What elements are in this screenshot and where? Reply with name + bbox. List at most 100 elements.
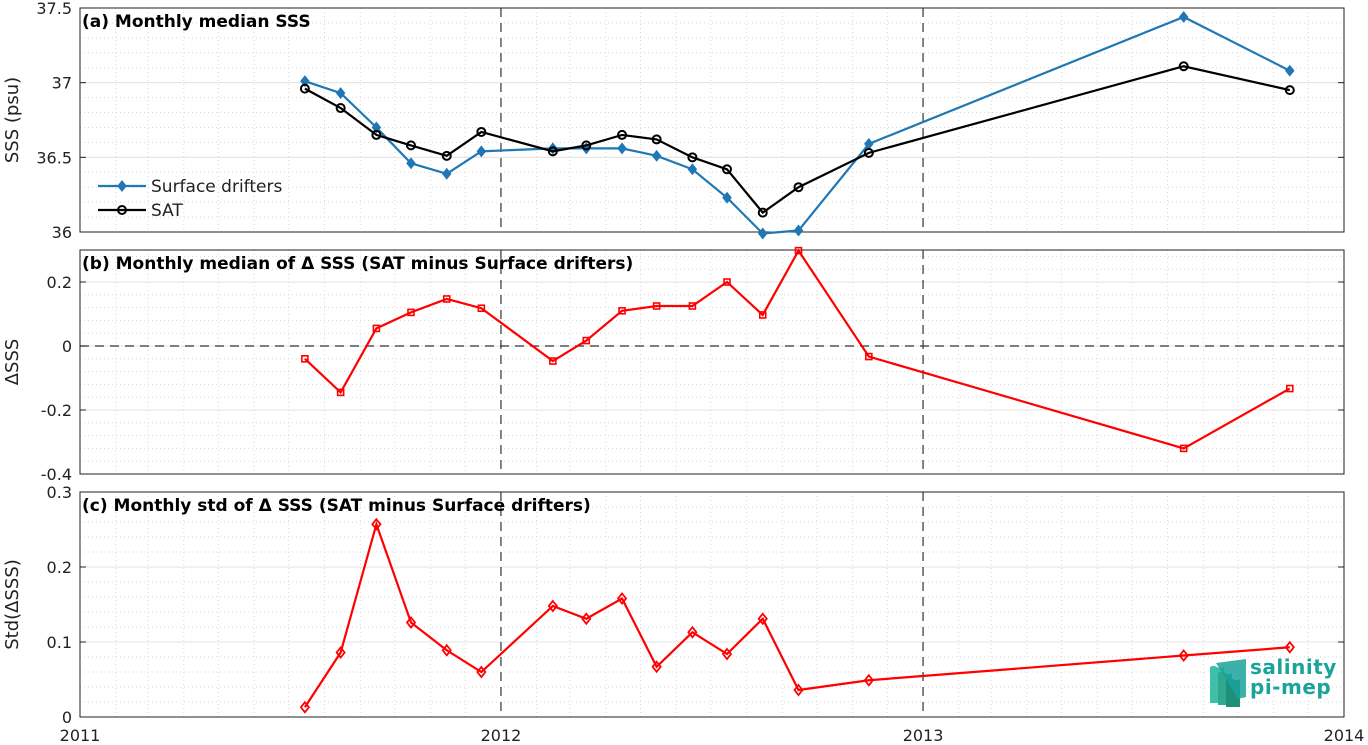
data-point [1285, 64, 1295, 77]
logo-text: salinity pi-mep [1250, 657, 1337, 697]
data-point [722, 191, 732, 204]
legend-marker [117, 180, 127, 192]
data-point [794, 246, 803, 255]
legend-label: SAT [151, 201, 183, 221]
data-point [617, 142, 627, 155]
data-point [721, 647, 733, 661]
data-point [616, 592, 628, 605]
x-tick-label: 2014 [1324, 726, 1365, 745]
data-point [406, 157, 416, 170]
panel-c: 0 0.1 0.2 0.3 Std(ΔSSS) (c) Monthly std of Δ … [2, 483, 1364, 745]
data-point [442, 295, 451, 303]
panel-a: 36 36.5 37 37.5 SSS (psu) (a) Monthly median … [2, 0, 1345, 242]
axes-box [79, 249, 1345, 475]
data-point [721, 164, 732, 175]
y-tick-label: 0 [62, 708, 72, 727]
data-point [582, 336, 591, 345]
data-point [793, 683, 804, 697]
data-point [793, 182, 804, 193]
data-point [723, 278, 731, 286]
data-point [476, 665, 487, 679]
data-point [1284, 640, 1295, 654]
panel-title: (b) Monthly median of Δ SSS (SAT minus S… [82, 254, 633, 274]
data-point [863, 673, 874, 687]
data-point [1178, 649, 1189, 662]
y-tick-label: 37.5 [36, 0, 72, 18]
data-point [758, 311, 767, 319]
y-axis-label: SSS (psu) [2, 77, 23, 163]
waves-icon [1210, 659, 1246, 707]
data-point [652, 302, 661, 310]
series-line-0 [304, 248, 1291, 450]
data-point [1284, 85, 1295, 96]
data-point [476, 126, 487, 137]
axes-box [79, 7, 1345, 233]
logo-line2: pi-mep [1250, 675, 1332, 699]
data-point [405, 140, 416, 151]
salinity-pi-mep-logo: salinity pi-mep [1208, 657, 1336, 707]
data-point [793, 224, 804, 237]
data-point [618, 306, 626, 315]
legend-label: Surface drifters [151, 177, 282, 197]
data-point [372, 324, 381, 333]
data-point [336, 388, 345, 397]
data-point [371, 517, 382, 531]
data-point [651, 660, 662, 674]
data-point [301, 354, 309, 363]
y-tick-label: -0.2 [41, 401, 72, 420]
data-point [651, 134, 662, 145]
data-point [687, 163, 698, 176]
data-point [335, 87, 346, 100]
data-point [1178, 10, 1189, 23]
x-tick-label: 2012 [481, 726, 522, 745]
data-point [547, 146, 558, 157]
data-point [371, 129, 382, 140]
y-tick-label: 36.5 [36, 148, 72, 167]
series-line-0 [303, 520, 1290, 708]
panel-title: (c) Monthly std of Δ SSS (SAT minus Surf… [82, 496, 591, 516]
data-point [581, 140, 592, 151]
data-point [441, 643, 452, 657]
y-tick-label: 0.3 [47, 483, 72, 502]
data-point [549, 357, 557, 365]
data-point [863, 147, 874, 158]
data-point [617, 129, 628, 140]
data-point [407, 308, 415, 317]
legend-marker [117, 205, 127, 215]
legend: Surface drifters SAT [98, 177, 282, 221]
data-point [1179, 444, 1188, 453]
panel-b: -0.4 -0.2 0 0.2 ΔSSS (b) Monthly median of Δ … [2, 246, 1345, 484]
data-point [476, 145, 487, 158]
series-line-0 [304, 15, 1291, 235]
data-point [688, 302, 697, 310]
logo-line1: salinity [1250, 655, 1337, 679]
data-point [757, 227, 768, 240]
data-point [299, 700, 311, 714]
series-line-1 [304, 65, 1291, 215]
data-point [757, 207, 768, 218]
panel-title: (a) Monthly median SSS [82, 12, 311, 32]
data-point [300, 75, 310, 88]
data-point [651, 149, 662, 162]
axes-box [79, 491, 1345, 718]
data-point [547, 599, 558, 613]
data-point [1285, 384, 1294, 393]
y-tick-label: 0.2 [47, 558, 72, 577]
x-tick-label: 2011 [60, 726, 101, 745]
y-axis-label: ΔSSS [2, 339, 23, 386]
y-tick-label: 0.1 [47, 633, 72, 652]
y-axis-label: Std(ΔSSS) [2, 559, 23, 650]
data-point [581, 612, 592, 626]
y-tick-label: 37 [52, 74, 72, 93]
y-tick-label: 0.2 [47, 273, 72, 292]
y-tick-label: 0 [62, 337, 72, 356]
data-point [335, 103, 346, 114]
data-point [335, 646, 346, 659]
data-point [405, 616, 417, 629]
data-point [757, 612, 768, 626]
data-point [1178, 61, 1189, 72]
y-tick-label: 36 [52, 223, 72, 242]
data-point [371, 121, 382, 134]
data-point [441, 167, 452, 180]
